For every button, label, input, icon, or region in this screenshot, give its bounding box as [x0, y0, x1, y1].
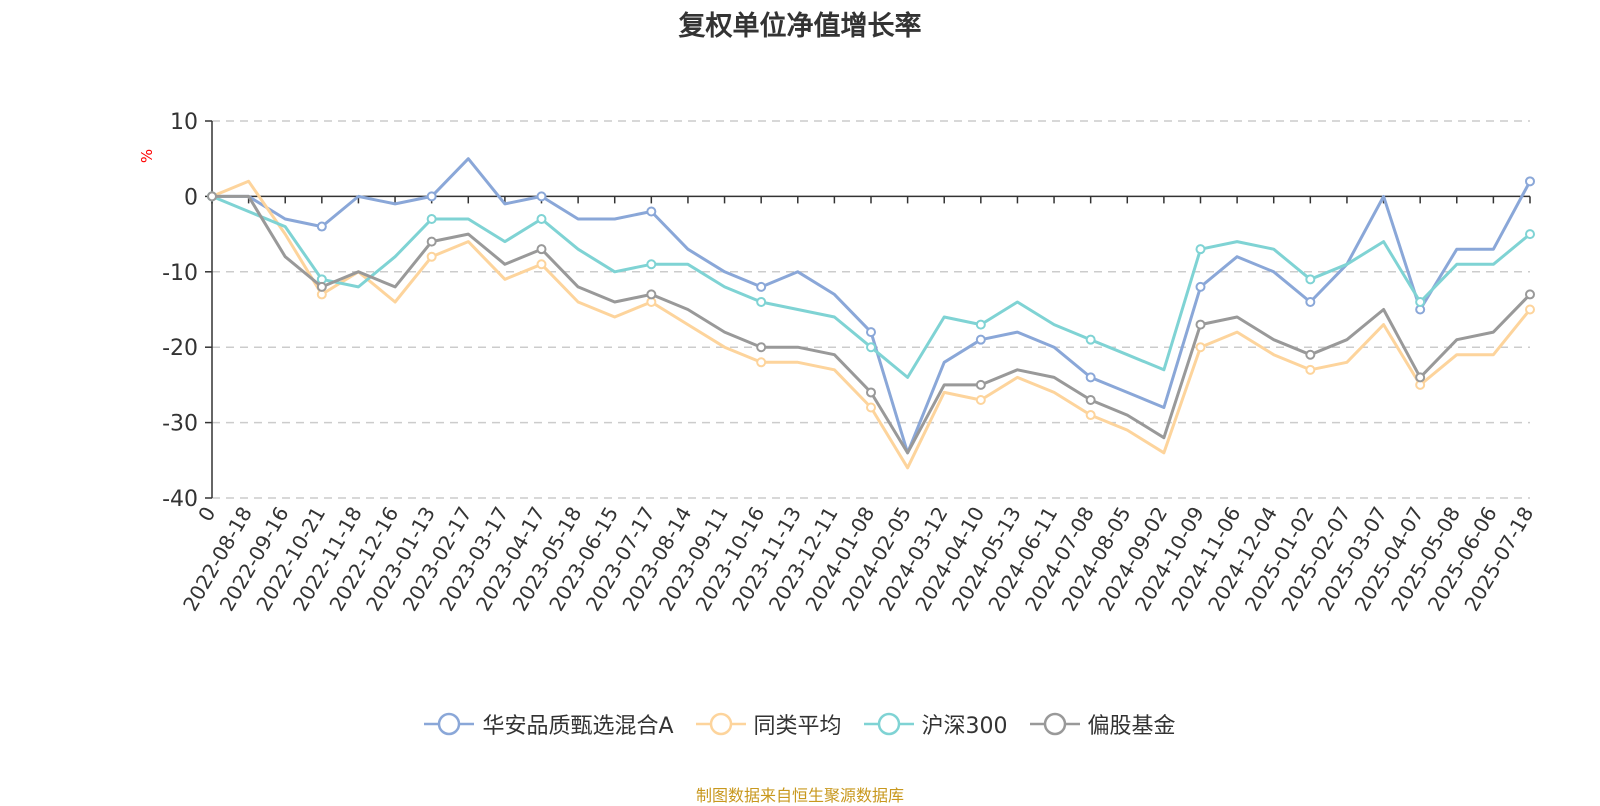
data-point: [536, 214, 547, 225]
data-point: [1305, 296, 1316, 307]
axes: [205, 120, 1531, 499]
data-point: [975, 334, 986, 345]
data-point: [756, 281, 767, 292]
data-point: [646, 289, 657, 300]
y-tick-label: -20: [162, 336, 198, 361]
legend-swatch-icon: [424, 712, 475, 736]
legend-swatch-icon: [863, 712, 914, 736]
data-point: [1305, 349, 1316, 360]
grid-lines: [212, 120, 1530, 499]
data-point: [316, 221, 327, 232]
data-point: [1525, 176, 1535, 187]
data-point: [1305, 364, 1316, 375]
legend-item[interactable]: 沪深300: [863, 708, 1008, 740]
data-point: [1195, 244, 1206, 255]
data-point: [536, 259, 547, 270]
data-point: [1085, 410, 1096, 421]
data-point: [866, 327, 876, 338]
data-point: [1415, 372, 1426, 383]
data-point: [426, 214, 437, 225]
y-tick-label: -10: [162, 261, 198, 286]
source-note: 制图数据来自恒生聚源数据库: [695, 786, 904, 805]
x-tick-label: 0: [193, 503, 220, 526]
data-point: [426, 191, 437, 202]
series-line: [211, 179, 1532, 470]
y-tick-label: 10: [170, 110, 198, 135]
data-point: [1415, 296, 1426, 307]
legend-swatch-icon: [1029, 712, 1080, 736]
tick-labels: 100-10-20-30-4002022-08-182022-09-162022…: [162, 110, 1538, 615]
legend-label: 沪深300: [921, 714, 1008, 739]
data-point: [536, 191, 547, 202]
data-point: [975, 319, 986, 330]
data-point: [1195, 342, 1206, 353]
data-point: [756, 357, 767, 368]
data-point: [1085, 394, 1096, 405]
data-point: [646, 206, 657, 217]
series-lines: [207, 157, 1535, 470]
data-point: [866, 342, 876, 353]
data-point: [536, 244, 547, 255]
data-point: [866, 387, 876, 398]
data-point: [975, 394, 986, 405]
data-point: [1525, 304, 1535, 315]
y-tick-label: -30: [162, 412, 198, 437]
data-point: [426, 251, 437, 262]
legend-item[interactable]: 同类平均: [695, 708, 842, 740]
data-point: [1195, 319, 1206, 330]
data-point: [975, 379, 986, 390]
data-point: [1085, 334, 1096, 345]
data-point: [1305, 274, 1316, 285]
data-point: [1525, 289, 1535, 300]
data-point: [1085, 372, 1096, 383]
legend-label: 偏股基金: [1087, 714, 1176, 739]
data-point: [1525, 229, 1535, 240]
data-point: [756, 342, 767, 353]
data-point: [316, 281, 327, 292]
legend-swatch-icon: [695, 712, 746, 736]
data-point: [646, 259, 657, 270]
data-point: [1195, 281, 1206, 292]
data-point: [756, 296, 767, 307]
legend-item[interactable]: 华安品质甄选混合A: [424, 708, 674, 740]
legend-label: 同类平均: [753, 714, 842, 739]
data-point: [426, 236, 437, 247]
y-tick-label: -40: [162, 487, 198, 512]
data-point: [207, 191, 217, 202]
chart-title: 复权单位净值增长率: [678, 11, 922, 42]
y-tick-label: 0: [184, 185, 198, 210]
legend-label: 华安品质甄选混合A: [482, 714, 674, 739]
legend: 华安品质甄选混合A 同类平均 沪深300 偏股基金: [0, 708, 1600, 740]
series-line: [212, 194, 1532, 455]
data-point: [866, 402, 876, 413]
legend-item[interactable]: 偏股基金: [1029, 708, 1176, 740]
